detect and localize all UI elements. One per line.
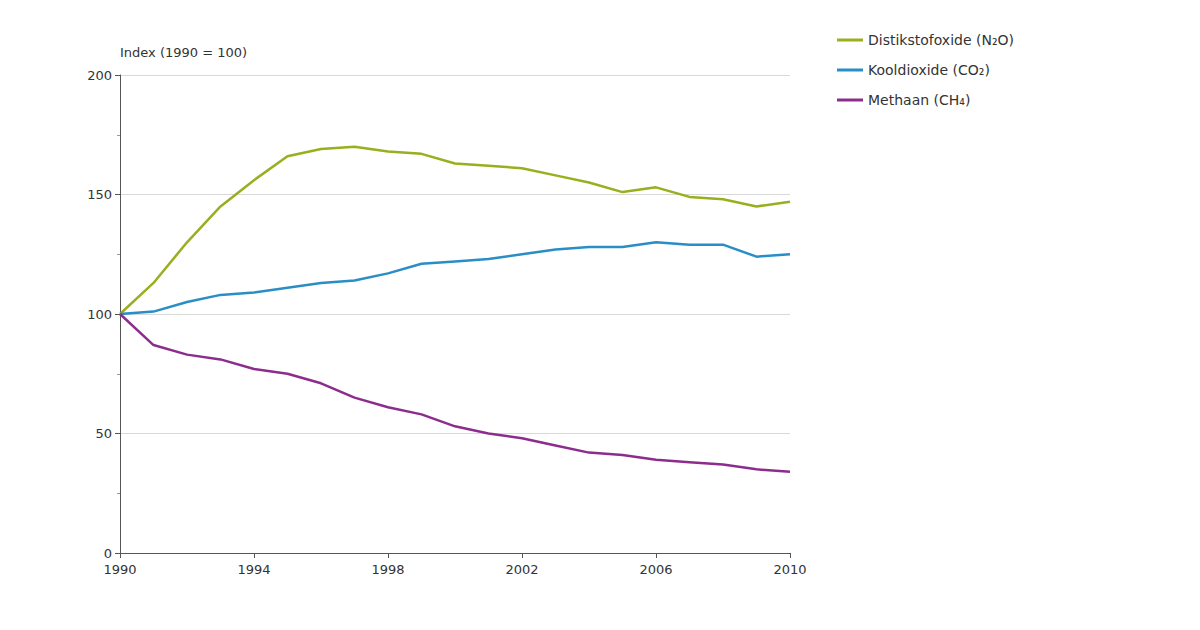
svg-text:Index (1990 = 100): Index (1990 = 100)	[120, 45, 247, 60]
svg-text:Kooldioxide (CO₂): Kooldioxide (CO₂)	[868, 62, 990, 78]
svg-text:150: 150	[87, 187, 112, 202]
svg-text:1994: 1994	[237, 562, 270, 577]
svg-text:100: 100	[87, 307, 112, 322]
svg-text:Methaan (CH₄): Methaan (CH₄)	[868, 92, 970, 108]
svg-text:2010: 2010	[773, 562, 806, 577]
svg-text:200: 200	[87, 68, 112, 83]
svg-text:2006: 2006	[639, 562, 672, 577]
svg-text:1990: 1990	[103, 562, 136, 577]
svg-text:Distikstofoxide (N₂O): Distikstofoxide (N₂O)	[868, 32, 1014, 48]
svg-text:2002: 2002	[505, 562, 538, 577]
svg-text:0: 0	[104, 546, 112, 561]
svg-text:1998: 1998	[371, 562, 404, 577]
svg-text:50: 50	[95, 426, 112, 441]
